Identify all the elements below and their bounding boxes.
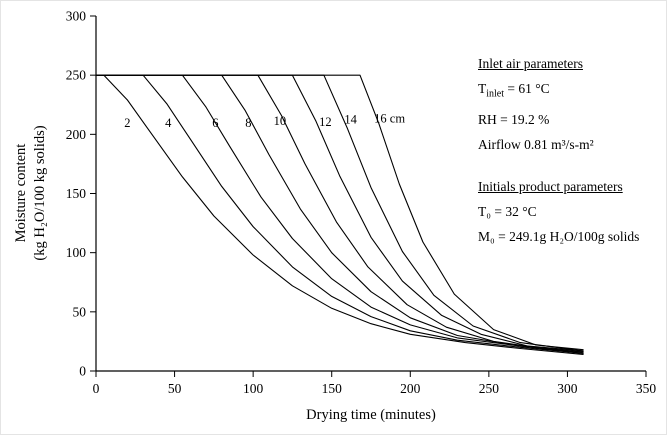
x-axis-title: Drying time (minutes) xyxy=(306,407,436,423)
y-tick-label: 50 xyxy=(73,304,87,319)
t-inlet-subscript: inlet xyxy=(486,88,505,100)
y-axis-title: Moisture content (kg H₂O/100 kg solids) xyxy=(12,13,52,373)
relative-humidity-line: RH = 19.2 % xyxy=(478,111,550,127)
series-label-8cm: 8 xyxy=(245,116,251,130)
t-inlet-value: = 61 °C xyxy=(504,81,550,96)
initial-temperature-line: T₀ = 32 °C xyxy=(478,203,537,219)
annotation-spacer xyxy=(478,157,660,174)
series-label-10cm: 10 xyxy=(274,114,287,128)
y-tick-label: 150 xyxy=(66,186,87,201)
series-label-16cm: 16 cm xyxy=(374,112,405,126)
y-tick-label: 0 xyxy=(79,364,86,379)
y-axis-title-line1: Moisture content xyxy=(13,143,29,243)
series-curve-16cm xyxy=(95,74,584,351)
series-curve-2cm xyxy=(95,74,584,355)
product-parameters-header: Initials product parameters xyxy=(478,178,623,194)
y-tick-label: 300 xyxy=(66,9,87,24)
inlet-air-parameters-header: Inlet air parameters xyxy=(478,56,583,71)
x-tick-label: 150 xyxy=(322,381,343,396)
initial-moisture-line: M₀ = 249.1g H₂O/100g solids xyxy=(478,228,640,244)
y-tick-label: 200 xyxy=(66,127,87,142)
series-label-4cm: 4 xyxy=(165,116,172,130)
y-tick-label: 100 xyxy=(66,245,87,260)
series-curve-8cm xyxy=(95,74,584,353)
t-inlet-symbol: T xyxy=(478,81,487,96)
x-tick-label: 250 xyxy=(479,381,500,396)
x-tick-label: 50 xyxy=(168,381,182,396)
series-label-14cm: 14 xyxy=(344,113,357,127)
x-tick-label: 200 xyxy=(400,381,421,396)
series-curve-6cm xyxy=(95,74,584,354)
series-label-12cm: 12 xyxy=(319,115,332,129)
series-curve-4cm xyxy=(95,74,584,354)
series-curve-14cm xyxy=(95,74,584,352)
series-curve-10cm xyxy=(95,74,584,353)
y-tick-label: 250 xyxy=(66,68,87,83)
airflow-line: Airflow 0.81 m³/s-m² xyxy=(478,136,594,152)
series-curve-12cm xyxy=(95,74,584,352)
y-axis-title-line2: (kg H₂O/100 kg solids) xyxy=(32,125,48,261)
x-tick-label: 300 xyxy=(557,381,578,396)
x-tick-label: 100 xyxy=(243,381,264,396)
x-tick-label: 0 xyxy=(93,381,100,396)
inlet-temperature-line: Tinlet = 61 °C xyxy=(478,76,660,107)
series-label-2cm: 2 xyxy=(124,116,130,130)
parameter-annotations: Inlet air parameters Tinlet = 61 °C RH =… xyxy=(478,51,660,249)
series-label-6cm: 6 xyxy=(212,116,218,130)
x-tick-label: 350 xyxy=(636,381,657,396)
